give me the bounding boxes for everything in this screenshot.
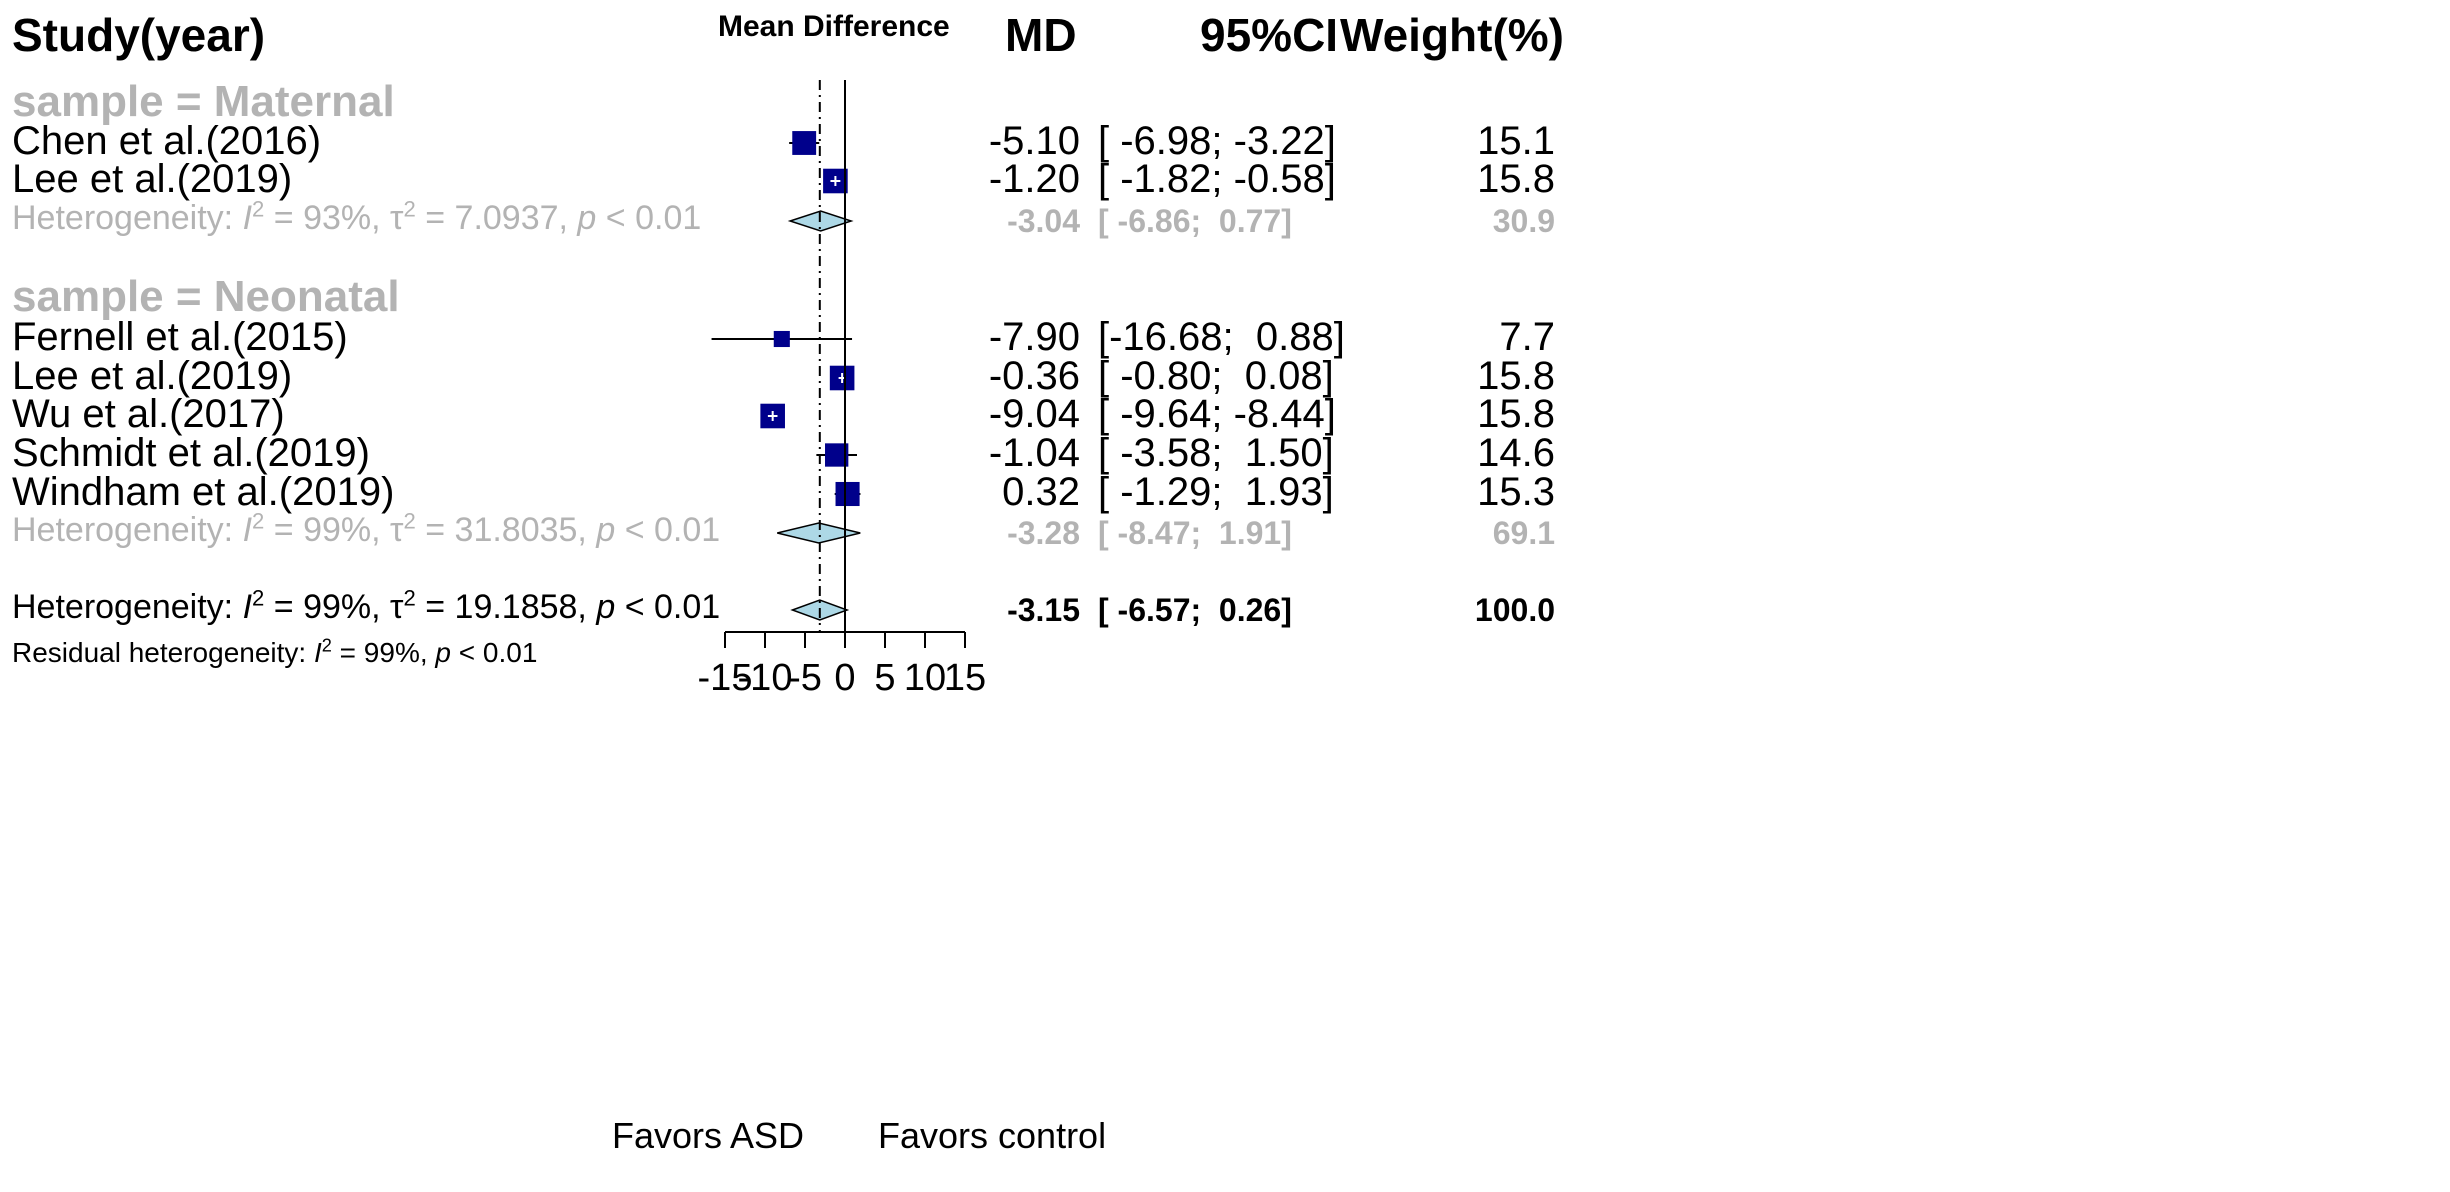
favors-right-label: Favors control	[878, 1115, 1107, 1156]
subgroup-md: -3.28	[1007, 515, 1080, 551]
study-name: Chen et al.(2016)	[12, 119, 322, 163]
study-md: -5.10	[988, 119, 1080, 163]
x-tick-label: 5	[874, 657, 895, 699]
study-md: -9.04	[988, 392, 1080, 436]
study-weight: 7.7	[1499, 315, 1555, 359]
group-label: sample = Maternal	[12, 77, 395, 126]
study-name: Wu et al.(2017)	[12, 392, 285, 436]
x-tick-label: 15	[944, 657, 986, 699]
study-weight: 15.3	[1477, 470, 1555, 514]
subgroup-md: -3.04	[1007, 203, 1080, 239]
favors-left-label: Favors ASD	[612, 1115, 805, 1156]
study-name: Windham et al.(2019)	[12, 470, 395, 514]
x-tick-label: -5	[788, 657, 822, 699]
column-header-effect: Mean Difference	[718, 10, 950, 43]
study-weight: 15.8	[1477, 354, 1555, 398]
subgroup-ci: [ -8.47; 1.91]	[1098, 515, 1292, 551]
group-label: sample = Neonatal	[12, 272, 400, 321]
study-ci: [-16.68; 0.88]	[1098, 315, 1345, 359]
overall-weight: 100.0	[1474, 592, 1555, 628]
study-ci: [ -0.80; 0.08]	[1098, 354, 1334, 398]
study-weight: 14.6	[1477, 431, 1555, 475]
x-tick-label: -10	[738, 657, 793, 699]
study-ci: [ -3.58; 1.50]	[1098, 431, 1334, 475]
subgroup-heterogeneity: Heterogeneity: I2 = 99%, τ2 = 31.8035, p…	[12, 508, 721, 549]
study-md: -1.04	[988, 431, 1080, 475]
study-weight: 15.8	[1477, 392, 1555, 436]
study-ci: [ -1.29; 1.93]	[1098, 470, 1334, 514]
study-weight: 15.1	[1477, 119, 1555, 163]
overall-ci: [ -6.57; 0.26]	[1098, 592, 1292, 628]
study-name: Schmidt et al.(2019)	[12, 431, 370, 475]
overall-heterogeneity: Heterogeneity: I2 = 99%, τ2 = 19.1858, p…	[12, 585, 721, 626]
x-tick-label: 10	[904, 657, 946, 699]
column-header-md: MD	[1005, 9, 1077, 61]
study-ci: [ -1.82; -0.58]	[1098, 157, 1336, 201]
residual-heterogeneity: Residual heterogeneity: I2 = 99%, p < 0.…	[12, 635, 538, 668]
overall-md: -3.15	[1007, 592, 1080, 628]
subgroup-ci: [ -6.86; 0.77]	[1098, 203, 1292, 239]
study-md: -7.90	[988, 315, 1080, 359]
study-name: Lee et al.(2019)	[12, 354, 293, 398]
study-name: Fernell et al.(2015)	[12, 315, 348, 359]
study-ci: [ -9.64; -8.44]	[1098, 392, 1336, 436]
x-tick-label: -15	[698, 657, 753, 699]
subgroup-weight: 69.1	[1492, 515, 1555, 551]
study-name: Lee et al.(2019)	[12, 157, 293, 201]
study-md: -0.36	[988, 354, 1080, 398]
study-square	[773, 330, 790, 348]
subgroup-heterogeneity: Heterogeneity: I2 = 93%, τ2 = 7.0937, p …	[12, 196, 702, 237]
column-header-ci: 95%CI	[1200, 9, 1339, 61]
study-md: -1.20	[988, 157, 1080, 201]
subgroup-diamond	[777, 522, 861, 544]
column-header-weight: Weight(%)	[1340, 9, 1565, 61]
column-header-study: Study(year)	[12, 9, 266, 61]
study-square	[792, 131, 817, 155]
study-weight: 15.8	[1477, 157, 1555, 201]
study-md: 0.32	[1002, 470, 1080, 514]
study-square	[835, 481, 860, 507]
x-tick-label: 0	[834, 657, 855, 699]
subgroup-weight: 30.9	[1492, 203, 1555, 239]
study-square	[825, 443, 849, 467]
study-ci: [ -6.98; -3.22]	[1098, 119, 1336, 163]
